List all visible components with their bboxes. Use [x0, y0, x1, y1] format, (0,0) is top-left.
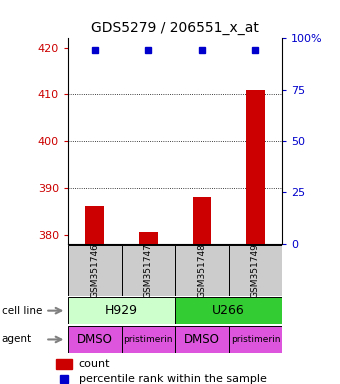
- Text: U266: U266: [212, 304, 245, 317]
- Text: agent: agent: [2, 334, 32, 344]
- Bar: [192, 197, 211, 244]
- Text: DMSO: DMSO: [77, 333, 113, 346]
- Bar: [68, 245, 122, 296]
- Bar: [175, 245, 229, 296]
- Text: DMSO: DMSO: [184, 333, 220, 346]
- Text: percentile rank within the sample: percentile rank within the sample: [79, 374, 267, 384]
- Bar: [56, 359, 72, 369]
- Bar: [175, 326, 229, 353]
- Bar: [85, 207, 104, 244]
- Bar: [175, 297, 282, 324]
- Text: pristimerin: pristimerin: [231, 335, 280, 344]
- Text: GSM351746: GSM351746: [90, 243, 99, 298]
- Bar: [229, 245, 282, 296]
- Text: GSM351749: GSM351749: [251, 243, 260, 298]
- Text: count: count: [79, 359, 110, 369]
- Text: pristimerin: pristimerin: [123, 335, 173, 344]
- Bar: [122, 245, 175, 296]
- Text: GSM351748: GSM351748: [198, 243, 206, 298]
- Bar: [122, 326, 175, 353]
- Text: GSM351747: GSM351747: [144, 243, 153, 298]
- Bar: [139, 232, 158, 244]
- Title: GDS5279 / 206551_x_at: GDS5279 / 206551_x_at: [91, 21, 259, 35]
- Text: H929: H929: [105, 304, 138, 317]
- Bar: [68, 297, 175, 324]
- Bar: [229, 326, 282, 353]
- Bar: [68, 326, 122, 353]
- Bar: [246, 90, 265, 244]
- Text: cell line: cell line: [2, 306, 42, 316]
